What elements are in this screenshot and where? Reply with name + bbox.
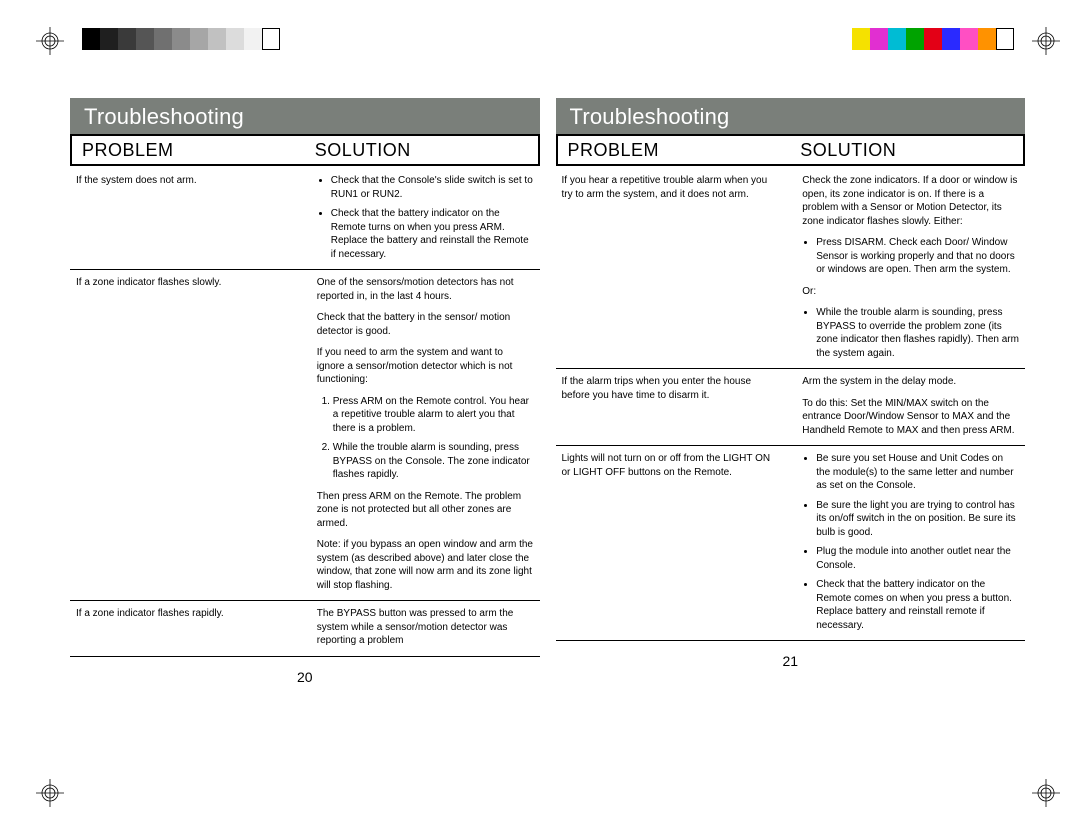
grayscale-calibration-bar bbox=[82, 28, 280, 50]
problem-text: If a zone indicator flashes rapidly. bbox=[76, 607, 293, 621]
solution-step: Press ARM on the Remote control. You hea… bbox=[333, 395, 534, 436]
solution-cell: Arm the system in the delay mode. To do … bbox=[796, 375, 1025, 437]
solution-cell: Check the zone indicators. If a door or … bbox=[796, 174, 1025, 360]
table-row: Lights will not turn on or off from the … bbox=[556, 446, 1026, 641]
solution-text: One of the sensors/motion detectors has … bbox=[317, 276, 534, 303]
solution-cell: Check that the Console's slide switch is… bbox=[311, 174, 540, 261]
solution-cell: The BYPASS button was pressed to arm the… bbox=[311, 607, 540, 648]
section-header: Troubleshooting bbox=[556, 98, 1026, 134]
solution-bullet: Check that the battery indicator on the … bbox=[816, 578, 1019, 632]
problem-text: If the alarm trips when you enter the ho… bbox=[562, 375, 779, 402]
table-row: If a zone indicator flashes slowly. One … bbox=[70, 270, 540, 601]
registration-mark-bl bbox=[36, 779, 64, 807]
solution-step: While the trouble alarm is sounding, pre… bbox=[333, 441, 534, 482]
problem-text: Lights will not turn on or off from the … bbox=[562, 452, 779, 479]
table-row: If the system does not arm. Check that t… bbox=[70, 170, 540, 270]
solution-text: Then press ARM on the Remote. The proble… bbox=[317, 490, 534, 531]
solution-cell: Be sure you set House and Unit Codes on … bbox=[796, 452, 1025, 632]
page-spread: Troubleshooting PROBLEM SOLUTION If the … bbox=[70, 98, 1025, 764]
registration-mark-tr bbox=[1032, 27, 1060, 55]
problem-cell: If the system does not arm. bbox=[70, 174, 311, 261]
solution-bullet: Plug the module into another outlet near… bbox=[816, 545, 1019, 572]
problem-text: If you hear a repetitive trouble alarm w… bbox=[562, 174, 779, 201]
problem-cell: If the alarm trips when you enter the ho… bbox=[556, 375, 797, 437]
problem-text: If the system does not arm. bbox=[76, 174, 293, 188]
column-header-solution: SOLUTION bbox=[790, 136, 1023, 164]
solution-text: Check that the battery in the sensor/ mo… bbox=[317, 311, 534, 338]
solution-bullet: Check that the battery indicator on the … bbox=[331, 207, 534, 261]
problem-cell: If a zone indicator flashes slowly. bbox=[70, 276, 311, 592]
solution-bullet: While the trouble alarm is sounding, pre… bbox=[816, 306, 1019, 360]
registration-mark-br bbox=[1032, 779, 1060, 807]
section-header: Troubleshooting bbox=[70, 98, 540, 134]
page-number: 21 bbox=[556, 653, 1026, 669]
problem-cell: If a zone indicator flashes rapidly. bbox=[70, 607, 311, 648]
table-row: If a zone indicator flashes rapidly. The… bbox=[70, 601, 540, 657]
page-right: Troubleshooting PROBLEM SOLUTION If you … bbox=[556, 98, 1026, 764]
solution-text: To do this: Set the MIN/MAX switch on th… bbox=[802, 397, 1019, 438]
page-number: 20 bbox=[70, 669, 540, 685]
table-row: If you hear a repetitive trouble alarm w… bbox=[556, 170, 1026, 369]
solution-text: Arm the system in the delay mode. bbox=[802, 375, 1019, 389]
solution-text: If you need to arm the system and want t… bbox=[317, 346, 534, 387]
solution-text: The BYPASS button was pressed to arm the… bbox=[317, 607, 534, 648]
solution-bullet: Be sure you set House and Unit Codes on … bbox=[816, 452, 1019, 493]
solution-cell: One of the sensors/motion detectors has … bbox=[311, 276, 540, 592]
registration-mark-tl bbox=[36, 27, 64, 55]
solution-text: Or: bbox=[802, 285, 1019, 299]
problem-text: If a zone indicator flashes slowly. bbox=[76, 276, 293, 290]
solution-bullet: Check that the Console's slide switch is… bbox=[331, 174, 534, 201]
table-row: If the alarm trips when you enter the ho… bbox=[556, 369, 1026, 446]
column-headers: PROBLEM SOLUTION bbox=[70, 134, 540, 166]
column-header-solution: SOLUTION bbox=[305, 136, 538, 164]
problem-cell: Lights will not turn on or off from the … bbox=[556, 452, 797, 632]
solution-text: Note: if you bypass an open window and a… bbox=[317, 538, 534, 592]
problem-cell: If you hear a repetitive trouble alarm w… bbox=[556, 174, 797, 360]
column-headers: PROBLEM SOLUTION bbox=[556, 134, 1026, 166]
page-left: Troubleshooting PROBLEM SOLUTION If the … bbox=[70, 98, 540, 764]
solution-bullet: Press DISARM. Check each Door/ Window Se… bbox=[816, 236, 1019, 277]
color-calibration-bar bbox=[852, 28, 1014, 50]
table-body: If the system does not arm. Check that t… bbox=[70, 170, 540, 657]
solution-bullet: Be sure the light you are trying to cont… bbox=[816, 499, 1019, 540]
solution-text: Check the zone indicators. If a door or … bbox=[802, 174, 1019, 228]
table-body: If you hear a repetitive trouble alarm w… bbox=[556, 170, 1026, 641]
column-header-problem: PROBLEM bbox=[72, 136, 305, 164]
column-header-problem: PROBLEM bbox=[558, 136, 791, 164]
